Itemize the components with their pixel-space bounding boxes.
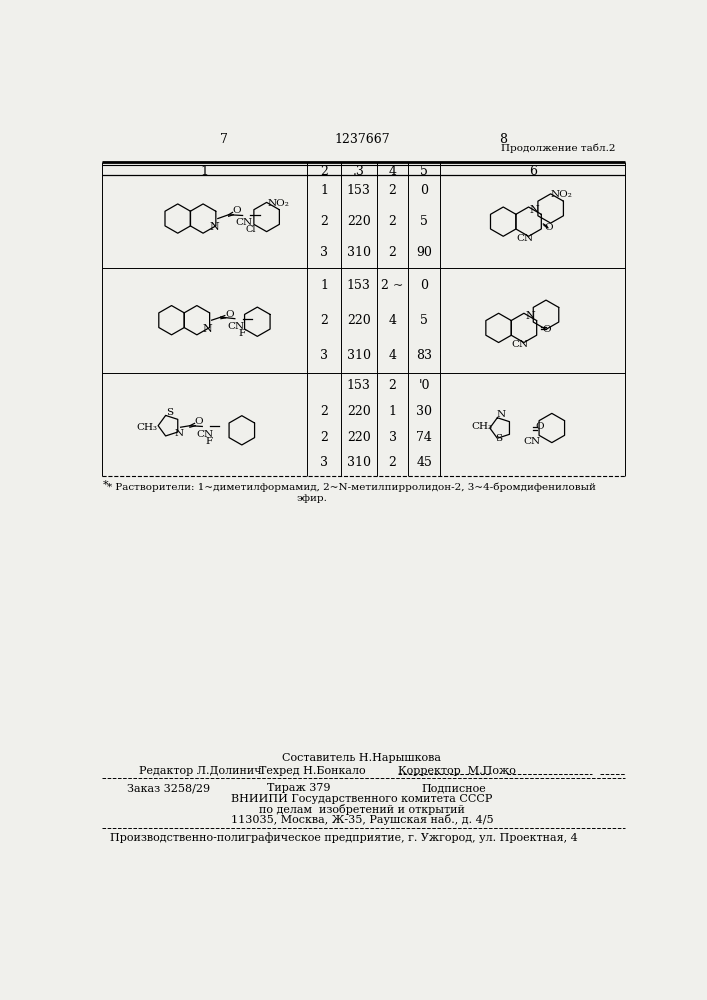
- Text: CH₃: CH₃: [136, 423, 158, 432]
- Text: 5: 5: [421, 314, 428, 327]
- Text: 2: 2: [389, 246, 397, 259]
- Text: 220: 220: [347, 314, 370, 327]
- Text: 3: 3: [320, 456, 328, 469]
- Text: Тираж 379: Тираж 379: [267, 783, 330, 793]
- Text: O: O: [535, 422, 544, 431]
- Text: 310: 310: [347, 246, 371, 259]
- Text: 45: 45: [416, 456, 432, 469]
- Text: 83: 83: [416, 349, 433, 362]
- Text: S: S: [496, 434, 503, 443]
- Text: * Растворители: 1~диметилформамид, 2~N-метилпирролидон-2, 3~4-бромдифениловый: * Растворители: 1~диметилформамид, 2~N-м…: [107, 483, 596, 492]
- Text: Составитель Н.Нарышкова: Составитель Н.Нарышкова: [283, 753, 441, 763]
- Text: S: S: [166, 408, 173, 417]
- Text: 220: 220: [347, 431, 370, 444]
- Text: Заказ 3258/29: Заказ 3258/29: [127, 783, 210, 793]
- Text: N: N: [530, 205, 539, 215]
- Text: .3: .3: [353, 165, 365, 178]
- Text: NO₂: NO₂: [551, 190, 573, 199]
- Text: 220: 220: [347, 215, 370, 228]
- Text: 3: 3: [389, 431, 397, 444]
- Text: 153: 153: [347, 379, 370, 392]
- Text: 2: 2: [320, 165, 328, 178]
- Text: 220: 220: [347, 405, 370, 418]
- Text: N: N: [525, 311, 535, 321]
- Text: 6: 6: [529, 165, 537, 178]
- Text: NO₂: NO₂: [267, 199, 289, 208]
- Text: 310: 310: [347, 349, 371, 362]
- Text: O: O: [544, 223, 553, 232]
- Text: ВНИИПИ Государственного комитета СССР: ВНИИПИ Государственного комитета СССР: [231, 794, 493, 804]
- Text: 153: 153: [347, 184, 370, 197]
- Text: 0: 0: [421, 279, 428, 292]
- Text: Продолжение табл.2: Продолжение табл.2: [501, 144, 615, 153]
- Text: эфир.: эфир.: [296, 494, 327, 503]
- Text: 30: 30: [416, 405, 433, 418]
- Text: O: O: [233, 206, 242, 215]
- Text: 1237667: 1237667: [334, 133, 390, 146]
- Text: 3: 3: [320, 349, 328, 362]
- Text: F: F: [238, 329, 245, 338]
- Text: O: O: [543, 325, 551, 334]
- Text: 2: 2: [320, 314, 328, 327]
- Text: *: *: [103, 480, 108, 490]
- Text: 4: 4: [389, 165, 397, 178]
- Text: 74: 74: [416, 431, 432, 444]
- Text: 1: 1: [389, 405, 397, 418]
- Text: CN: CN: [523, 437, 540, 446]
- Text: 2: 2: [320, 215, 328, 228]
- Text: 4: 4: [389, 314, 397, 327]
- Text: 2: 2: [320, 431, 328, 444]
- Text: Редактор Л.Долинич: Редактор Л.Долинич: [139, 766, 262, 776]
- Text: 1: 1: [320, 279, 328, 292]
- Text: CN: CN: [235, 218, 252, 227]
- Text: 153: 153: [347, 279, 370, 292]
- Text: CN: CN: [196, 430, 214, 439]
- Text: F: F: [206, 437, 213, 446]
- Text: CN: CN: [516, 234, 533, 243]
- Text: 4: 4: [389, 349, 397, 362]
- Text: N: N: [175, 429, 184, 438]
- Text: Корректор  М.Пожо: Корректор М.Пожо: [398, 766, 516, 776]
- Text: по делам  изобретений и открытий: по делам изобретений и открытий: [259, 804, 465, 815]
- Text: 2 ~: 2 ~: [381, 279, 404, 292]
- Text: 2: 2: [320, 405, 328, 418]
- Text: Техред Н.Бонкало: Техред Н.Бонкало: [259, 766, 366, 776]
- Text: 5: 5: [421, 215, 428, 228]
- Text: N: N: [497, 410, 506, 419]
- Text: 1: 1: [320, 184, 328, 197]
- Text: CN: CN: [228, 322, 245, 331]
- Text: 1: 1: [201, 165, 209, 178]
- Text: O: O: [194, 417, 203, 426]
- Text: 0: 0: [421, 184, 428, 197]
- Text: 5: 5: [421, 165, 428, 178]
- Text: Cl: Cl: [245, 225, 256, 234]
- Text: CH₃: CH₃: [472, 422, 493, 431]
- Text: 310: 310: [347, 456, 371, 469]
- Text: Производственно-полиграфическое предприятие, г. Ужгород, ул. Проектная, 4: Производственно-полиграфическое предприя…: [110, 832, 578, 843]
- Text: N: N: [209, 222, 218, 232]
- Text: 113035, Москва, Ж-35, Раушская наб., д. 4/5: 113035, Москва, Ж-35, Раушская наб., д. …: [230, 814, 493, 825]
- Text: 7: 7: [220, 133, 228, 146]
- Text: 3: 3: [320, 246, 328, 259]
- Text: 2: 2: [389, 184, 397, 197]
- Text: 8: 8: [499, 133, 507, 146]
- Text: CN: CN: [511, 340, 529, 349]
- Text: '0: '0: [419, 379, 430, 392]
- Text: 2: 2: [389, 215, 397, 228]
- Text: N: N: [202, 324, 212, 334]
- Text: 90: 90: [416, 246, 432, 259]
- Text: O: O: [225, 310, 234, 319]
- Text: 2: 2: [389, 379, 397, 392]
- Text: 2: 2: [389, 456, 397, 469]
- Text: Подписное: Подписное: [421, 783, 486, 793]
